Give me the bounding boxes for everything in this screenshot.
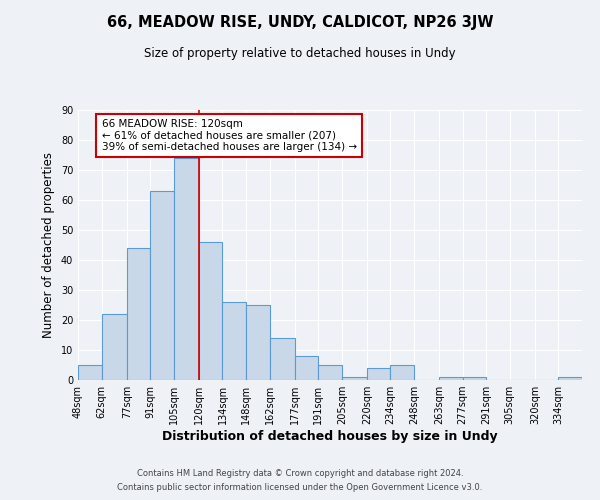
Text: 66, MEADOW RISE, UNDY, CALDICOT, NP26 3JW: 66, MEADOW RISE, UNDY, CALDICOT, NP26 3J… [107,15,493,30]
Bar [342,377,367,380]
Text: Contains public sector information licensed under the Open Government Licence v3: Contains public sector information licen… [118,484,482,492]
X-axis label: Distribution of detached houses by size in Undy: Distribution of detached houses by size … [162,430,498,443]
Bar [295,356,318,380]
Bar [391,365,414,380]
Text: 66 MEADOW RISE: 120sqm
← 61% of detached houses are smaller (207)
39% of semi-de: 66 MEADOW RISE: 120sqm ← 61% of detached… [101,119,356,152]
Bar [463,377,486,380]
Bar [246,305,269,380]
Bar [127,248,150,380]
Bar [367,368,391,380]
Bar [439,377,463,380]
Bar [101,314,127,380]
Bar [174,158,199,380]
Bar [150,191,174,380]
Bar [78,365,101,380]
Text: Contains HM Land Registry data © Crown copyright and database right 2024.: Contains HM Land Registry data © Crown c… [137,468,463,477]
Bar [318,365,342,380]
Text: Size of property relative to detached houses in Undy: Size of property relative to detached ho… [144,48,456,60]
Bar [199,242,223,380]
Bar [559,377,582,380]
Y-axis label: Number of detached properties: Number of detached properties [42,152,55,338]
Bar [269,338,295,380]
Bar [223,302,246,380]
